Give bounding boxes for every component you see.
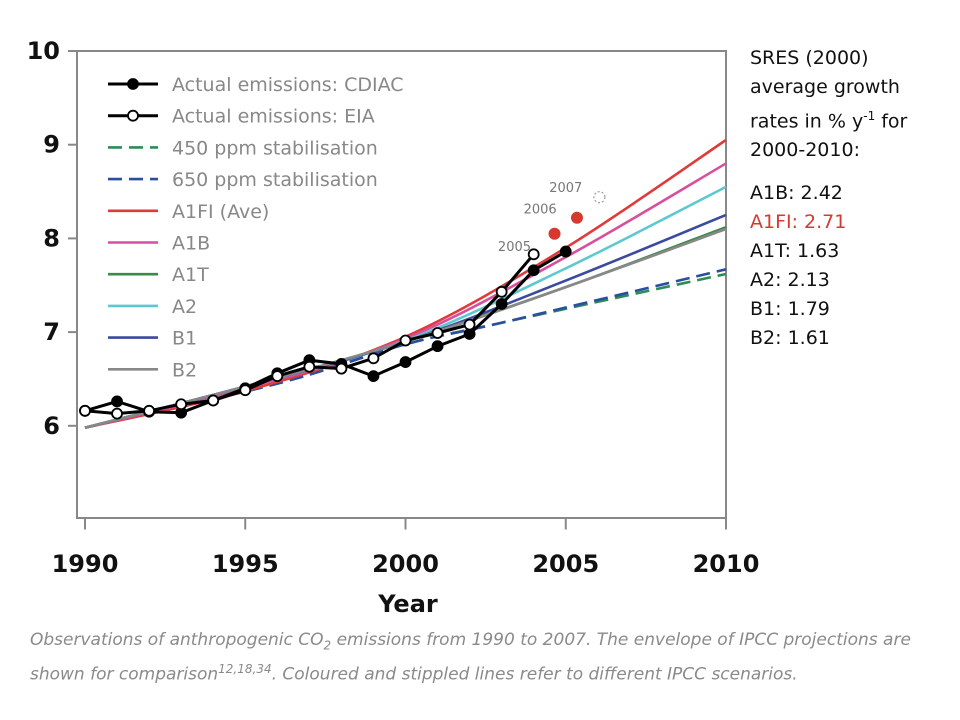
- x-tick-label-2005: 2005: [532, 550, 599, 578]
- point-actual-emissions-cdiac-2005: [559, 245, 572, 258]
- rate-a2: A2: 2.13: [750, 269, 830, 292]
- point-actual-emissions-eia-1992: [143, 404, 156, 417]
- point-actual-emissions-eia-1998: [335, 362, 348, 375]
- y-tick-label-9: 9: [43, 131, 60, 159]
- legend: Actual emissions: CDIAC Actual emissions:…: [108, 74, 404, 381]
- legend-label-450-ppm-stabilisation: 450 ppm stabilisation: [172, 137, 378, 159]
- legend-label-a1fi-ave: A1FI (Ave): [172, 201, 269, 223]
- legend-marker-actual-emissions-eia: [127, 109, 139, 122]
- point-actual-emissions-eia-1995: [239, 384, 252, 397]
- panel-heading-line3-text: rates in % y: [750, 110, 864, 133]
- legend-label-actual-emissions-eia: Actual emissions: EIA: [172, 106, 375, 128]
- point-actual-emissions-eia-2004: [527, 248, 540, 261]
- caption-subscript: 2: [323, 638, 332, 653]
- point-actual-emissions-eia-2000: [399, 334, 412, 347]
- legend-label-650-ppm-stabilisation: 650 ppm stabilisation: [172, 169, 378, 191]
- panel-heading-line3-end: for: [875, 110, 908, 133]
- point-actual-emissions-cdiac-1999: [367, 370, 380, 383]
- point-actual-emissions-cdiac-2001: [431, 340, 444, 353]
- year-label-2005: 2005: [498, 240, 531, 255]
- x-tick-label-2000: 2000: [372, 550, 439, 578]
- caption-part1: Observations of anthropogenic CO: [30, 630, 324, 650]
- rate-a1b: A1B: 2.42: [750, 182, 843, 205]
- panel-heading-line2: average growth: [750, 76, 900, 98]
- marker-layer: 2005 2006 2007: [79, 181, 606, 420]
- y-tick-label-8: 8: [43, 224, 60, 252]
- series-line-actual-emissions-cdiac: [84, 250, 567, 415]
- point-actual-emissions-eia-1999: [367, 352, 380, 365]
- point-actual-emissions-eia-1996: [271, 370, 284, 383]
- point-actual-emissions-eia-2001: [431, 327, 444, 339]
- legend-label-b2: B2: [172, 359, 197, 381]
- highlight-point-2007: [570, 211, 583, 224]
- rate-a1fi: A1FI: 2.71: [750, 211, 847, 234]
- point-actual-emissions-cdiac-2004: [527, 264, 540, 277]
- y-tick-label-6: 6: [43, 412, 60, 440]
- y-tick-label-7: 7: [43, 318, 60, 346]
- legend-label-a1b: A1B: [172, 233, 210, 255]
- highlight-point-2006: [548, 227, 561, 240]
- x-tick-label-1995: 1995: [212, 550, 279, 578]
- plot-frame: [76, 50, 727, 519]
- figure-caption: Observations of anthropogenic CO2 emissi…: [30, 628, 935, 687]
- panel-heading-exponent: -1: [863, 109, 876, 123]
- legend-label-a1t: A1T: [172, 264, 209, 286]
- growth-rates-panel: SRES (2000) average growth rates in % y-…: [750, 44, 955, 353]
- year-label-2006: 2006: [524, 202, 557, 217]
- caption-superscript: 12,18,34: [218, 662, 272, 677]
- point-actual-emissions-cdiac-2003: [495, 298, 508, 310]
- projected-point: [593, 191, 606, 204]
- point-actual-emissions-cdiac-2000: [399, 356, 412, 368]
- axis-layer: 1990 1995 2000 2005 2010 6 7 8 9 10: [27, 37, 760, 578]
- legend-marker-actual-emissions-cdiac: [127, 78, 139, 90]
- point-actual-emissions-cdiac-1991: [111, 395, 123, 408]
- panel-heading-line1: SRES (2000): [750, 47, 869, 69]
- point-actual-emissions-eia-1990: [79, 404, 91, 417]
- x-tick-label-1990: 1990: [52, 550, 119, 578]
- point-actual-emissions-eia-1991: [111, 407, 123, 420]
- rate-b2: B2: 1.61: [750, 327, 830, 350]
- caption-part3: . Coloured and stippled lines refer to d…: [271, 665, 798, 686]
- legend-label-a2: A2: [172, 296, 197, 318]
- legend-label-b1: B1: [172, 328, 197, 350]
- panel-heading-line3: rates in % y-1 for: [750, 102, 955, 136]
- rate-b1: B1: 1.79: [750, 298, 830, 321]
- legend-label-actual-emissions-cdiac: Actual emissions: CDIAC: [172, 74, 404, 96]
- rate-a1t: A1T: 1.63: [750, 240, 840, 263]
- point-actual-emissions-eia-1997: [303, 360, 316, 373]
- year-label-2007: 2007: [549, 181, 582, 196]
- y-tick-label-10: 10: [27, 37, 60, 65]
- x-axis-title: Year: [377, 590, 438, 618]
- point-actual-emissions-eia-1993: [175, 398, 188, 411]
- panel-heading-line4: 2000-2010:: [750, 139, 860, 162]
- caption-part2: emissions from 1990 to 2007. The envelop…: [30, 630, 911, 686]
- point-actual-emissions-eia-2003: [495, 285, 508, 298]
- x-tick-label-2010: 2010: [693, 550, 760, 578]
- point-actual-emissions-eia-1994: [207, 394, 220, 407]
- point-actual-emissions-eia-2002: [463, 318, 476, 331]
